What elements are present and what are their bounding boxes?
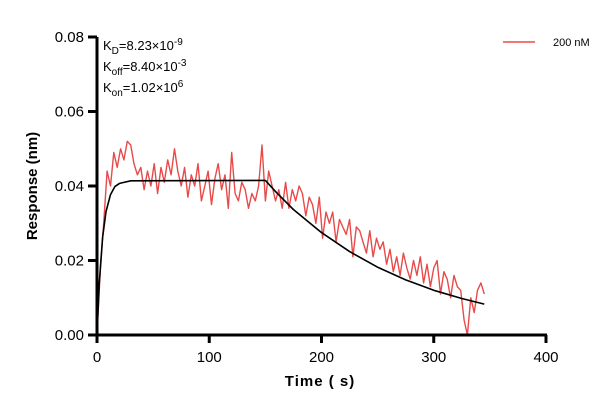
x-tick-label: 100: [197, 349, 222, 366]
annotation-base: K: [103, 80, 112, 95]
annotation-sup: 6: [178, 79, 184, 90]
annotation-value: =8.23×10: [119, 38, 174, 53]
annotation-value: =8.40×10: [123, 59, 178, 74]
y-tick-label: 0.02: [55, 253, 84, 270]
annotation-sub: on: [112, 88, 123, 99]
annotation-line: Koff=8.40×10-3: [103, 58, 187, 78]
annotation-sub: D: [112, 46, 119, 57]
legend: 200 nM: [503, 37, 590, 49]
y-tick-label: 0.06: [55, 104, 84, 121]
series-line-200nm: [96, 140, 485, 336]
annotation-sup: -9: [174, 37, 183, 48]
x-tick-label: 200: [309, 349, 334, 366]
legend-label-200nm: 200 nM: [553, 37, 590, 49]
annotation-line: Kon=1.02×106: [103, 79, 184, 99]
x-tick-label: 0: [93, 349, 101, 366]
annotation-line: KD=8.23×10-9: [103, 37, 183, 57]
x-tick-label: 400: [533, 349, 558, 366]
annotation-sup: -3: [178, 58, 187, 69]
annotation-sub: off: [112, 67, 123, 78]
annotation-base: K: [103, 59, 112, 74]
x-tick-label: 300: [421, 349, 446, 366]
annotation-value: =1.02×10: [123, 80, 178, 95]
fit-curve-line: [96, 179, 485, 336]
y-tick-label: 0.04: [55, 178, 84, 195]
y-axis-label: Response (nm): [24, 132, 41, 240]
y-tick-label: 0.00: [55, 327, 84, 344]
y-tick-label: 0.08: [55, 29, 84, 46]
annotation-base: K: [103, 38, 112, 53]
x-axis-label: Time ( s): [285, 373, 355, 390]
